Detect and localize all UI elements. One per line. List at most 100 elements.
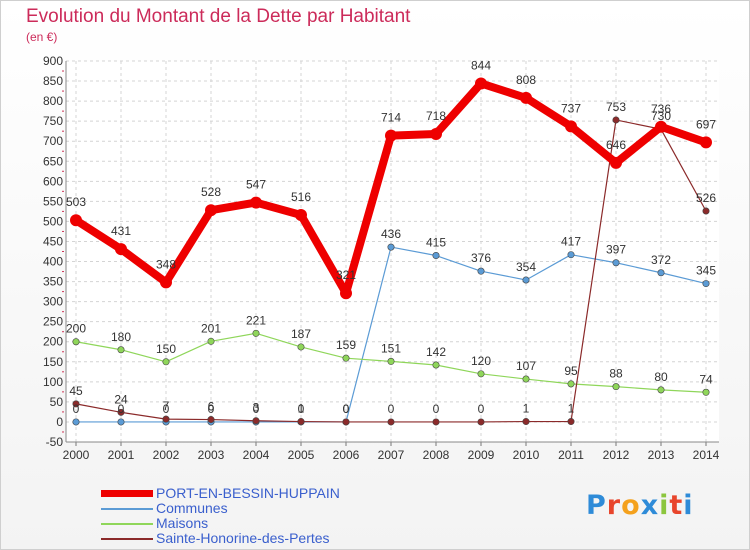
y-tick-label: 600 — [43, 174, 63, 188]
data-point-port-en-bessin-huppain — [655, 120, 667, 133]
legend-swatch — [101, 508, 153, 510]
data-label-port-en-bessin-huppain: 503 — [66, 195, 86, 209]
x-tick-label: 2010 — [513, 448, 540, 462]
y-tick-label: 150 — [43, 355, 63, 369]
data-label-sainte-honorine-des-pertes: 3 — [253, 401, 260, 415]
data-label-sainte-honorine-des-pertes: 1 — [568, 402, 575, 416]
data-point-sainte-honorine-des-pertes — [702, 207, 710, 215]
data-point-maisons — [522, 375, 530, 383]
data-label-communes: 436 — [381, 227, 401, 241]
legend-label: PORT-EN-BESSIN-HUPPAIN — [156, 485, 340, 501]
legend-swatch — [101, 490, 153, 497]
data-label-maisons: 80 — [654, 370, 668, 384]
data-point-communes — [657, 269, 665, 277]
data-point-maisons — [567, 380, 575, 388]
y-tick-label: 350 — [43, 275, 63, 289]
data-point-port-en-bessin-huppain — [70, 214, 82, 227]
data-point-communes — [522, 276, 530, 284]
logo-letter: P — [586, 490, 607, 521]
data-label-sainte-honorine-des-pertes: 526 — [696, 191, 716, 205]
x-tick-label: 2006 — [333, 448, 360, 462]
logo-letter: o — [621, 490, 641, 521]
legend-swatch — [101, 523, 153, 525]
y-tick-label: 250 — [43, 315, 63, 329]
data-label-sainte-honorine-des-pertes: 1 — [523, 402, 530, 416]
data-point-port-en-bessin-huppain — [205, 204, 217, 217]
x-tick-label: 2001 — [108, 448, 135, 462]
y-tick-label: 850 — [43, 74, 63, 88]
data-label-maisons: 107 — [516, 359, 536, 373]
x-tick-label: 2014 — [693, 448, 720, 462]
legend-label: Communes — [156, 500, 228, 516]
logo-letter: i — [659, 490, 670, 521]
data-label-communes: 397 — [606, 243, 626, 257]
data-point-port-en-bessin-huppain — [475, 77, 487, 90]
chart-subtitle: (en €) — [26, 30, 58, 44]
data-label-port-en-bessin-huppain: 516 — [291, 190, 311, 204]
y-tick-label: 200 — [43, 335, 63, 349]
data-label-port-en-bessin-huppain: 808 — [516, 73, 536, 87]
data-label-sainte-honorine-des-pertes: 0 — [433, 402, 440, 416]
data-label-maisons: 150 — [156, 342, 176, 356]
data-label-sainte-honorine-des-pertes: 0 — [343, 402, 350, 416]
data-point-maisons — [702, 388, 710, 396]
y-tick-label: 550 — [43, 194, 63, 208]
data-point-communes — [117, 418, 125, 426]
y-tick-label: 0 — [56, 415, 63, 429]
data-point-sainte-honorine-des-pertes — [72, 400, 80, 408]
logo-letter: r — [606, 490, 622, 521]
data-label-port-en-bessin-huppain: 547 — [246, 178, 266, 192]
y-tick-label: 300 — [43, 295, 63, 309]
data-label-port-en-bessin-huppain: 528 — [201, 185, 221, 199]
data-point-communes — [567, 251, 575, 259]
data-label-communes: 345 — [696, 264, 716, 278]
data-point-port-en-bessin-huppain — [520, 91, 532, 104]
x-tick-label: 2004 — [243, 448, 270, 462]
y-tick-label: 650 — [43, 154, 63, 168]
data-label-maisons: 200 — [66, 322, 86, 336]
data-point-port-en-bessin-huppain — [610, 156, 622, 169]
data-point-maisons — [432, 361, 440, 369]
x-tick-label: 2011 — [558, 448, 584, 462]
proxiti-logo: Proxiti — [586, 490, 694, 521]
data-point-communes — [72, 418, 80, 426]
data-point-port-en-bessin-huppain — [250, 196, 262, 209]
x-tick-label: 2009 — [468, 448, 495, 462]
legend-label: Maisons — [156, 515, 209, 531]
x-tick-label: 2007 — [378, 448, 405, 462]
data-label-maisons: 201 — [201, 321, 221, 335]
y-tick-label: 750 — [43, 114, 63, 128]
data-point-sainte-honorine-des-pertes — [342, 418, 350, 426]
x-tick-label: 2008 — [423, 448, 450, 462]
data-point-sainte-honorine-des-pertes — [432, 418, 440, 426]
data-point-maisons — [612, 383, 620, 391]
data-point-maisons — [657, 386, 665, 394]
data-point-maisons — [162, 358, 170, 366]
data-point-sainte-honorine-des-pertes — [477, 418, 485, 426]
data-label-maisons: 88 — [609, 367, 623, 381]
data-point-sainte-honorine-des-pertes — [162, 415, 170, 423]
data-point-communes — [432, 252, 440, 260]
data-label-sainte-honorine-des-pertes: 6 — [208, 400, 215, 414]
data-label-communes: 0 — [343, 402, 350, 416]
data-label-communes: 0 — [73, 402, 80, 416]
data-point-sainte-honorine-des-pertes — [567, 418, 575, 426]
data-point-maisons — [297, 343, 305, 351]
data-label-sainte-honorine-des-pertes: 45 — [69, 384, 83, 398]
data-point-maisons — [72, 338, 80, 346]
data-point-sainte-honorine-des-pertes — [522, 418, 530, 426]
data-point-sainte-honorine-des-pertes — [207, 416, 215, 424]
data-point-sainte-honorine-des-pertes — [252, 417, 260, 425]
data-point-communes — [477, 267, 485, 275]
x-tick-label: 2013 — [648, 448, 675, 462]
data-label-sainte-honorine-des-pertes: 1 — [298, 402, 305, 416]
data-point-maisons — [477, 370, 485, 378]
data-label-port-en-bessin-huppain: 844 — [471, 58, 491, 72]
data-label-communes: 372 — [651, 253, 671, 267]
data-label-communes: 376 — [471, 251, 491, 265]
data-label-maisons: 187 — [291, 327, 311, 341]
data-point-port-en-bessin-huppain — [340, 287, 352, 300]
data-label-maisons: 142 — [426, 345, 446, 359]
